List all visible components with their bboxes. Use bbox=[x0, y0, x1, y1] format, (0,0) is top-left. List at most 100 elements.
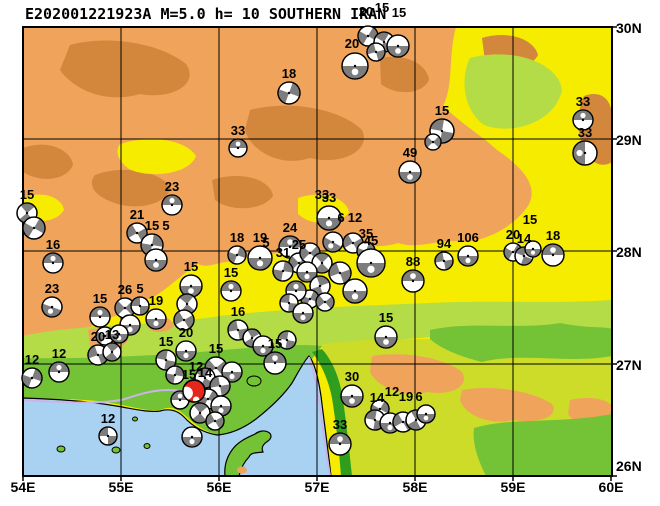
focal-mechanism bbox=[22, 216, 46, 240]
event-depth-label: 19 bbox=[253, 230, 267, 245]
event-depth-label: 12 bbox=[385, 384, 399, 399]
beachball-center-dot bbox=[98, 315, 102, 319]
event-depth-label: 18 bbox=[546, 228, 560, 243]
focal-mechanism bbox=[386, 34, 410, 58]
focal-mechanism bbox=[416, 404, 436, 424]
beachball-center-dot bbox=[305, 270, 309, 274]
beachball-eye bbox=[407, 174, 413, 180]
focal-mechanism bbox=[366, 42, 386, 62]
event-depth-label: 35 bbox=[359, 226, 373, 241]
beachball-center-dot bbox=[50, 305, 54, 309]
beachball-eye bbox=[56, 364, 62, 371]
beachball-rim bbox=[22, 216, 46, 240]
beachball-rim bbox=[161, 194, 183, 216]
beachball-rim bbox=[175, 340, 197, 362]
small-island bbox=[246, 375, 262, 387]
focal-mechanism bbox=[401, 269, 425, 293]
beachball-eye bbox=[153, 320, 159, 327]
island-terrain-patch bbox=[237, 466, 247, 474]
y-axis-label: 30N bbox=[616, 20, 642, 36]
focal-mechanism bbox=[374, 325, 398, 349]
beachball-center-dot bbox=[96, 353, 100, 357]
event-depth-label: 20 bbox=[359, 4, 373, 19]
beachball-center-dot bbox=[531, 247, 535, 251]
beachball-center-dot bbox=[424, 412, 428, 416]
beachball-center-dot bbox=[551, 253, 555, 257]
beachball-rim bbox=[165, 365, 185, 385]
event-depth-label: 18 bbox=[282, 66, 296, 81]
beachball-eye bbox=[349, 398, 355, 404]
beachball-eye bbox=[337, 436, 343, 442]
beachball-center-dot bbox=[353, 289, 357, 293]
focal-mechanism bbox=[328, 432, 352, 456]
x-axis-label: 57E bbox=[305, 479, 330, 495]
event-depth-label: 12 bbox=[52, 346, 66, 361]
beachball-center-dot bbox=[190, 435, 194, 439]
event-depth-label: 33 bbox=[576, 94, 590, 109]
beachball-center-dot bbox=[388, 421, 392, 425]
beachball-center-dot bbox=[206, 397, 210, 401]
focal-mechanisms-layer bbox=[16, 25, 598, 456]
map-title: E202001221923A M=5.0 h= 10 SOUTHERN IRAN bbox=[25, 5, 386, 23]
beachball-center-dot bbox=[411, 279, 415, 283]
beachball-rim bbox=[263, 351, 287, 375]
event-depth-label: 15 bbox=[209, 341, 223, 356]
beachball-eye bbox=[387, 424, 393, 431]
event-depth-label: 33 bbox=[322, 190, 336, 205]
highlight-event bbox=[182, 379, 206, 403]
event-depth-label: 16 bbox=[231, 304, 245, 319]
beachball-eye bbox=[351, 293, 359, 300]
focal-mechanism bbox=[173, 309, 195, 331]
event-depth-label: 5 bbox=[136, 281, 143, 296]
focal-mechanism bbox=[398, 160, 422, 184]
beachball-center-dot bbox=[164, 358, 168, 362]
beachball-center-dot bbox=[401, 420, 405, 424]
beachball-eye bbox=[383, 339, 389, 345]
beachball-rim bbox=[205, 411, 225, 431]
x-axis-label: 55E bbox=[109, 479, 134, 495]
beachball-center-dot bbox=[431, 140, 435, 144]
event-depth-label: 14 bbox=[517, 231, 532, 246]
beachball-center-dot bbox=[273, 361, 277, 365]
focal-mechanism bbox=[130, 296, 150, 316]
y-axis-label: 27N bbox=[616, 357, 642, 373]
beachball-center-dot bbox=[198, 411, 202, 415]
beachball-center-dot bbox=[338, 271, 342, 275]
beachball-eye bbox=[395, 48, 401, 54]
beachball-rim bbox=[48, 361, 70, 383]
beachball-eye bbox=[328, 243, 334, 249]
focal-mechanism bbox=[315, 292, 335, 312]
beachball-center-dot bbox=[408, 170, 412, 174]
beachball-center-dot bbox=[374, 50, 378, 54]
event-depth-label: 15 bbox=[268, 336, 282, 351]
beachball-center-dot bbox=[182, 318, 186, 322]
beachball-rim bbox=[341, 52, 369, 80]
event-depth-label: 18 bbox=[230, 230, 244, 245]
beachball-rim bbox=[322, 231, 344, 253]
beachball-center-dot bbox=[297, 261, 301, 265]
terrain-region bbox=[245, 105, 364, 161]
beachball-center-dot bbox=[369, 261, 373, 265]
focal-mechanism bbox=[181, 426, 203, 448]
event-depth-label: 15 bbox=[184, 259, 198, 274]
event-depth-label: 23 bbox=[45, 281, 59, 296]
focal-mechanism bbox=[277, 330, 297, 350]
beachball-eye bbox=[177, 393, 183, 399]
event-depth-label: 23 bbox=[165, 179, 179, 194]
event-depth-label: 15 bbox=[182, 367, 196, 382]
beachball-rim bbox=[277, 330, 297, 350]
event-depth-label: 15 bbox=[375, 0, 389, 15]
event-depth-label: 26 bbox=[118, 282, 132, 297]
focal-mechanism bbox=[175, 340, 197, 362]
event-depth-label: 6 bbox=[337, 210, 344, 225]
focal-mechanism bbox=[165, 365, 185, 385]
beachball-rim bbox=[401, 269, 425, 293]
beachball-rim bbox=[102, 342, 122, 362]
beachball-center-dot bbox=[583, 151, 587, 155]
beachball-center-dot bbox=[285, 338, 289, 342]
beachball-rim bbox=[366, 42, 386, 62]
focal-mechanism bbox=[205, 411, 225, 431]
focal-mechanism bbox=[356, 248, 386, 278]
event-depth-label: 94 bbox=[437, 236, 452, 251]
